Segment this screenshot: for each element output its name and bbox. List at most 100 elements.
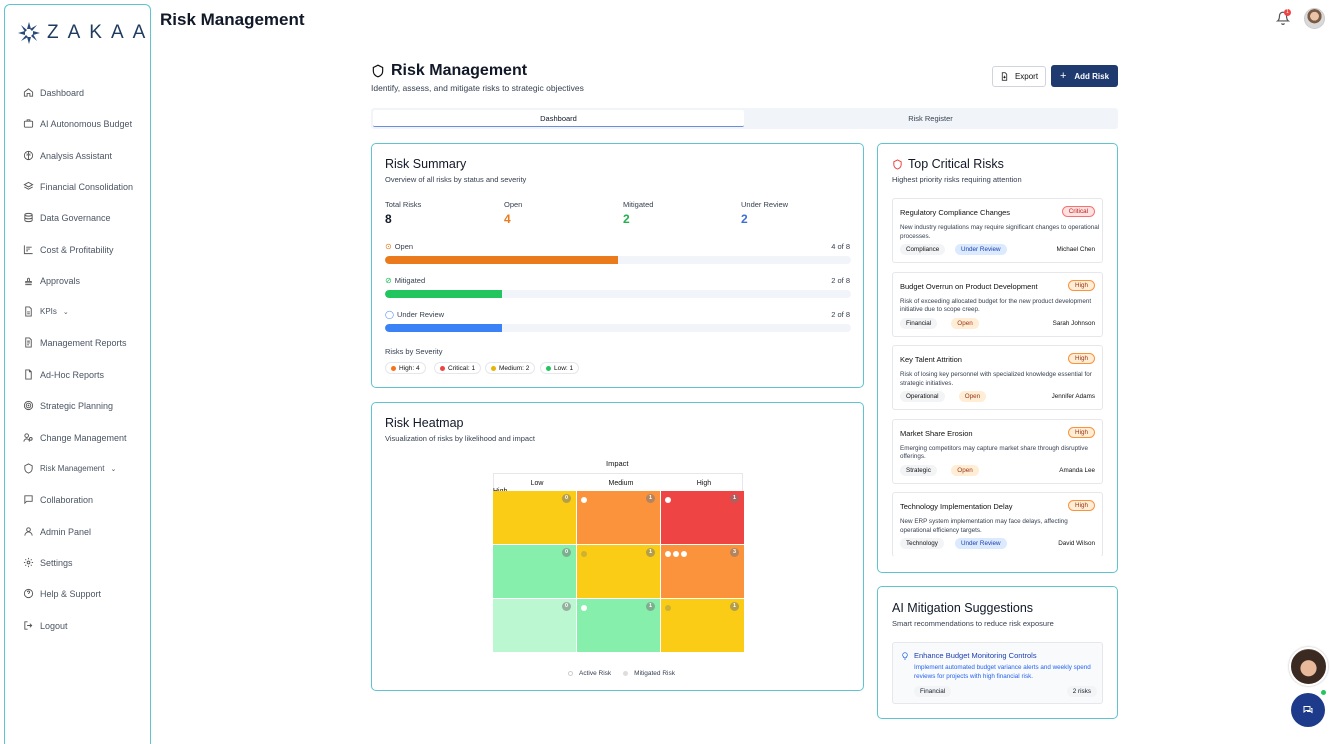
sidebar-item-cost-profitability[interactable]: Cost & Profitability <box>23 244 114 255</box>
sidebar-item-ai-autonomous-budget[interactable]: AI Autonomous Budget <box>23 118 132 129</box>
critical-risk-list[interactable]: Regulatory Compliance Changes Critical New… <box>892 198 1104 556</box>
sidebar-item-settings[interactable]: Settings <box>23 557 73 568</box>
sidebar-item-change-management[interactable]: Change Management <box>23 432 127 443</box>
stat-open-label: Open <box>504 200 523 209</box>
sidebar-item-strategic-planning[interactable]: Strategic Planning <box>23 400 113 411</box>
mitigated-risk-dot[interactable] <box>581 551 587 557</box>
active-risk-dot[interactable] <box>673 551 679 557</box>
plus-icon: + <box>1059 70 1067 82</box>
sidebar-item-ad-hoc-reports[interactable]: Ad-Hoc Reports <box>23 369 104 380</box>
lightbulb-icon <box>902 651 908 660</box>
heatmap-cell[interactable]: 1 <box>577 545 660 598</box>
severity-dot <box>546 365 551 371</box>
heatmap-cell[interactable]: 1 <box>661 491 744 544</box>
heatmap-cell[interactable]: 0 <box>493 491 576 544</box>
risk-description: Risk of losing key personnel with specia… <box>900 371 1092 387</box>
active-risk-dot[interactable] <box>581 605 587 611</box>
risk-owner: Sarah Johnson <box>1052 319 1095 327</box>
risk-status: Open <box>958 391 987 402</box>
shield-alert-icon <box>893 158 902 170</box>
sidebar-item-dashboard[interactable]: Dashboard <box>23 87 84 98</box>
stamp-icon <box>25 277 32 286</box>
status-icon: ⊙ <box>385 242 392 251</box>
zakaa-logo-icon <box>18 22 40 44</box>
risk-category: Technology <box>900 538 944 549</box>
sidebar-item-data-governance[interactable]: Data Governance <box>23 212 111 223</box>
heatmap-cell[interactable]: 0 <box>493 599 576 652</box>
shield-icon <box>372 64 384 78</box>
tab-dashboard[interactable]: Dashboard <box>373 110 744 127</box>
active-risk-dot[interactable] <box>665 497 671 503</box>
ai-subtitle: Smart recommendations to reduce risk exp… <box>892 619 1054 628</box>
sidebar-item-admin-panel[interactable]: Admin Panel <box>23 526 91 537</box>
sidebar-item-help-support[interactable]: Help & Support <box>23 588 101 599</box>
risk-summary-subtitle: Overview of all risks by status and seve… <box>385 175 527 184</box>
logo[interactable]: ZAKAA <box>17 21 154 45</box>
bar-label-text: Mitigated <box>394 276 426 285</box>
sidebar-item-collaboration[interactable]: Collaboration <box>23 494 93 505</box>
heatmap-cell[interactable]: 3 <box>661 545 744 598</box>
heatmap-cell[interactable]: 1 <box>577 491 660 544</box>
critical-risk-item[interactable]: Technology Implementation Delay High New E… <box>892 492 1103 556</box>
sidebar-item-risk-management[interactable]: Risk Management ⌄ <box>23 463 116 474</box>
mitigated-risk-dot[interactable] <box>665 605 671 611</box>
bar-count: 4 of 8 <box>831 242 850 251</box>
sidebar-item-label: Logout <box>40 620 68 631</box>
suggestion-description: Implement automated budget variance aler… <box>914 664 1091 680</box>
heatmap-cell[interactable]: 0 <box>493 545 576 598</box>
severity-title: Risks by Severity <box>385 347 443 356</box>
bar-label-under-review: ◯ Under Review <box>385 310 444 319</box>
assistant-avatar[interactable] <box>1289 647 1328 686</box>
sidebar-item-financial-consolidation[interactable]: Financial Consolidation <box>23 181 133 192</box>
heatmap-cell[interactable]: 1 <box>577 599 660 652</box>
bar-label-mitigated: ⊘ Mitigated <box>385 276 425 285</box>
heatmap-column-label: Low <box>530 480 544 487</box>
sidebar-item-logout[interactable]: Logout <box>23 620 68 631</box>
chat-icon <box>24 495 33 505</box>
active-risk-dot[interactable] <box>665 551 671 557</box>
add-risk-button[interactable]: + Add Risk <box>1051 65 1118 87</box>
export-button[interactable]: Export <box>992 66 1046 87</box>
sidebar-item-management-reports[interactable]: Management Reports <box>23 337 127 348</box>
database-icon <box>24 212 33 223</box>
main-title-text: Risk Management <box>391 62 528 79</box>
heatmap-column-label: Medium <box>608 480 634 487</box>
sidebar-item-label: Analysis Assistant <box>40 150 113 161</box>
critical-title: Top Critical Risks <box>908 157 1004 171</box>
severity-chip-label: Critical: 1 <box>448 364 476 372</box>
sidebar-item-analysis-assistant[interactable]: Analysis Assistant <box>23 150 112 161</box>
chat-icon <box>1303 706 1313 714</box>
risk-severity-badge: High <box>1068 353 1095 364</box>
severity-chip: Low: 1 <box>540 362 580 374</box>
chevron-down-icon: ⌄ <box>110 465 117 473</box>
sidebar-item-approvals[interactable]: Approvals <box>23 275 80 286</box>
bell-icon[interactable] <box>1276 11 1290 25</box>
active-risk-dot[interactable] <box>581 497 587 503</box>
chat-button[interactable] <box>1291 693 1325 727</box>
ai-suggestion-item[interactable]: Enhance Budget Monitoring Controls Imple… <box>892 642 1103 704</box>
critical-risk-item[interactable]: Regulatory Compliance Changes Critical New… <box>892 198 1103 263</box>
risk-summary-title: Risk Summary <box>385 157 467 171</box>
sidebar-item-label: Management Reports <box>40 337 127 348</box>
critical-risk-item[interactable]: Budget Overrun on Product Development Hig… <box>892 271 1103 337</box>
suggestion-category: Financial <box>914 686 952 697</box>
sidebar-item-label: KPIs <box>40 307 57 316</box>
heatmap-cell[interactable]: 1 <box>661 599 744 652</box>
user-avatar[interactable] <box>1304 8 1325 29</box>
home-icon <box>23 88 34 97</box>
sidebar-item-kpis[interactable]: KPIs ⌄ <box>23 306 69 317</box>
severity-chip: High: 4 <box>385 362 426 374</box>
main-title: Risk Management <box>371 62 527 80</box>
risk-category: Strategic <box>900 464 937 476</box>
critical-risk-item[interactable]: Key Talent Attrition High Risk of losing k… <box>892 345 1103 410</box>
critical-risk-item[interactable]: Market Share Erosion High Emerging competi… <box>892 418 1103 484</box>
active-risk-dot[interactable] <box>681 551 687 557</box>
heatmap-cell-count: 1 <box>646 548 655 557</box>
suggestion-title: Enhance Budget Monitoring Controls <box>914 651 1037 660</box>
sidebar-item-label: Approvals <box>40 275 81 286</box>
help-icon <box>23 588 34 599</box>
users-icon <box>23 433 33 442</box>
tab-risk-register[interactable]: Risk Register <box>908 114 953 123</box>
risk-severity-badge: High <box>1068 426 1095 438</box>
main-subtitle: Identify, assess, and mitigate risks to … <box>371 83 584 93</box>
